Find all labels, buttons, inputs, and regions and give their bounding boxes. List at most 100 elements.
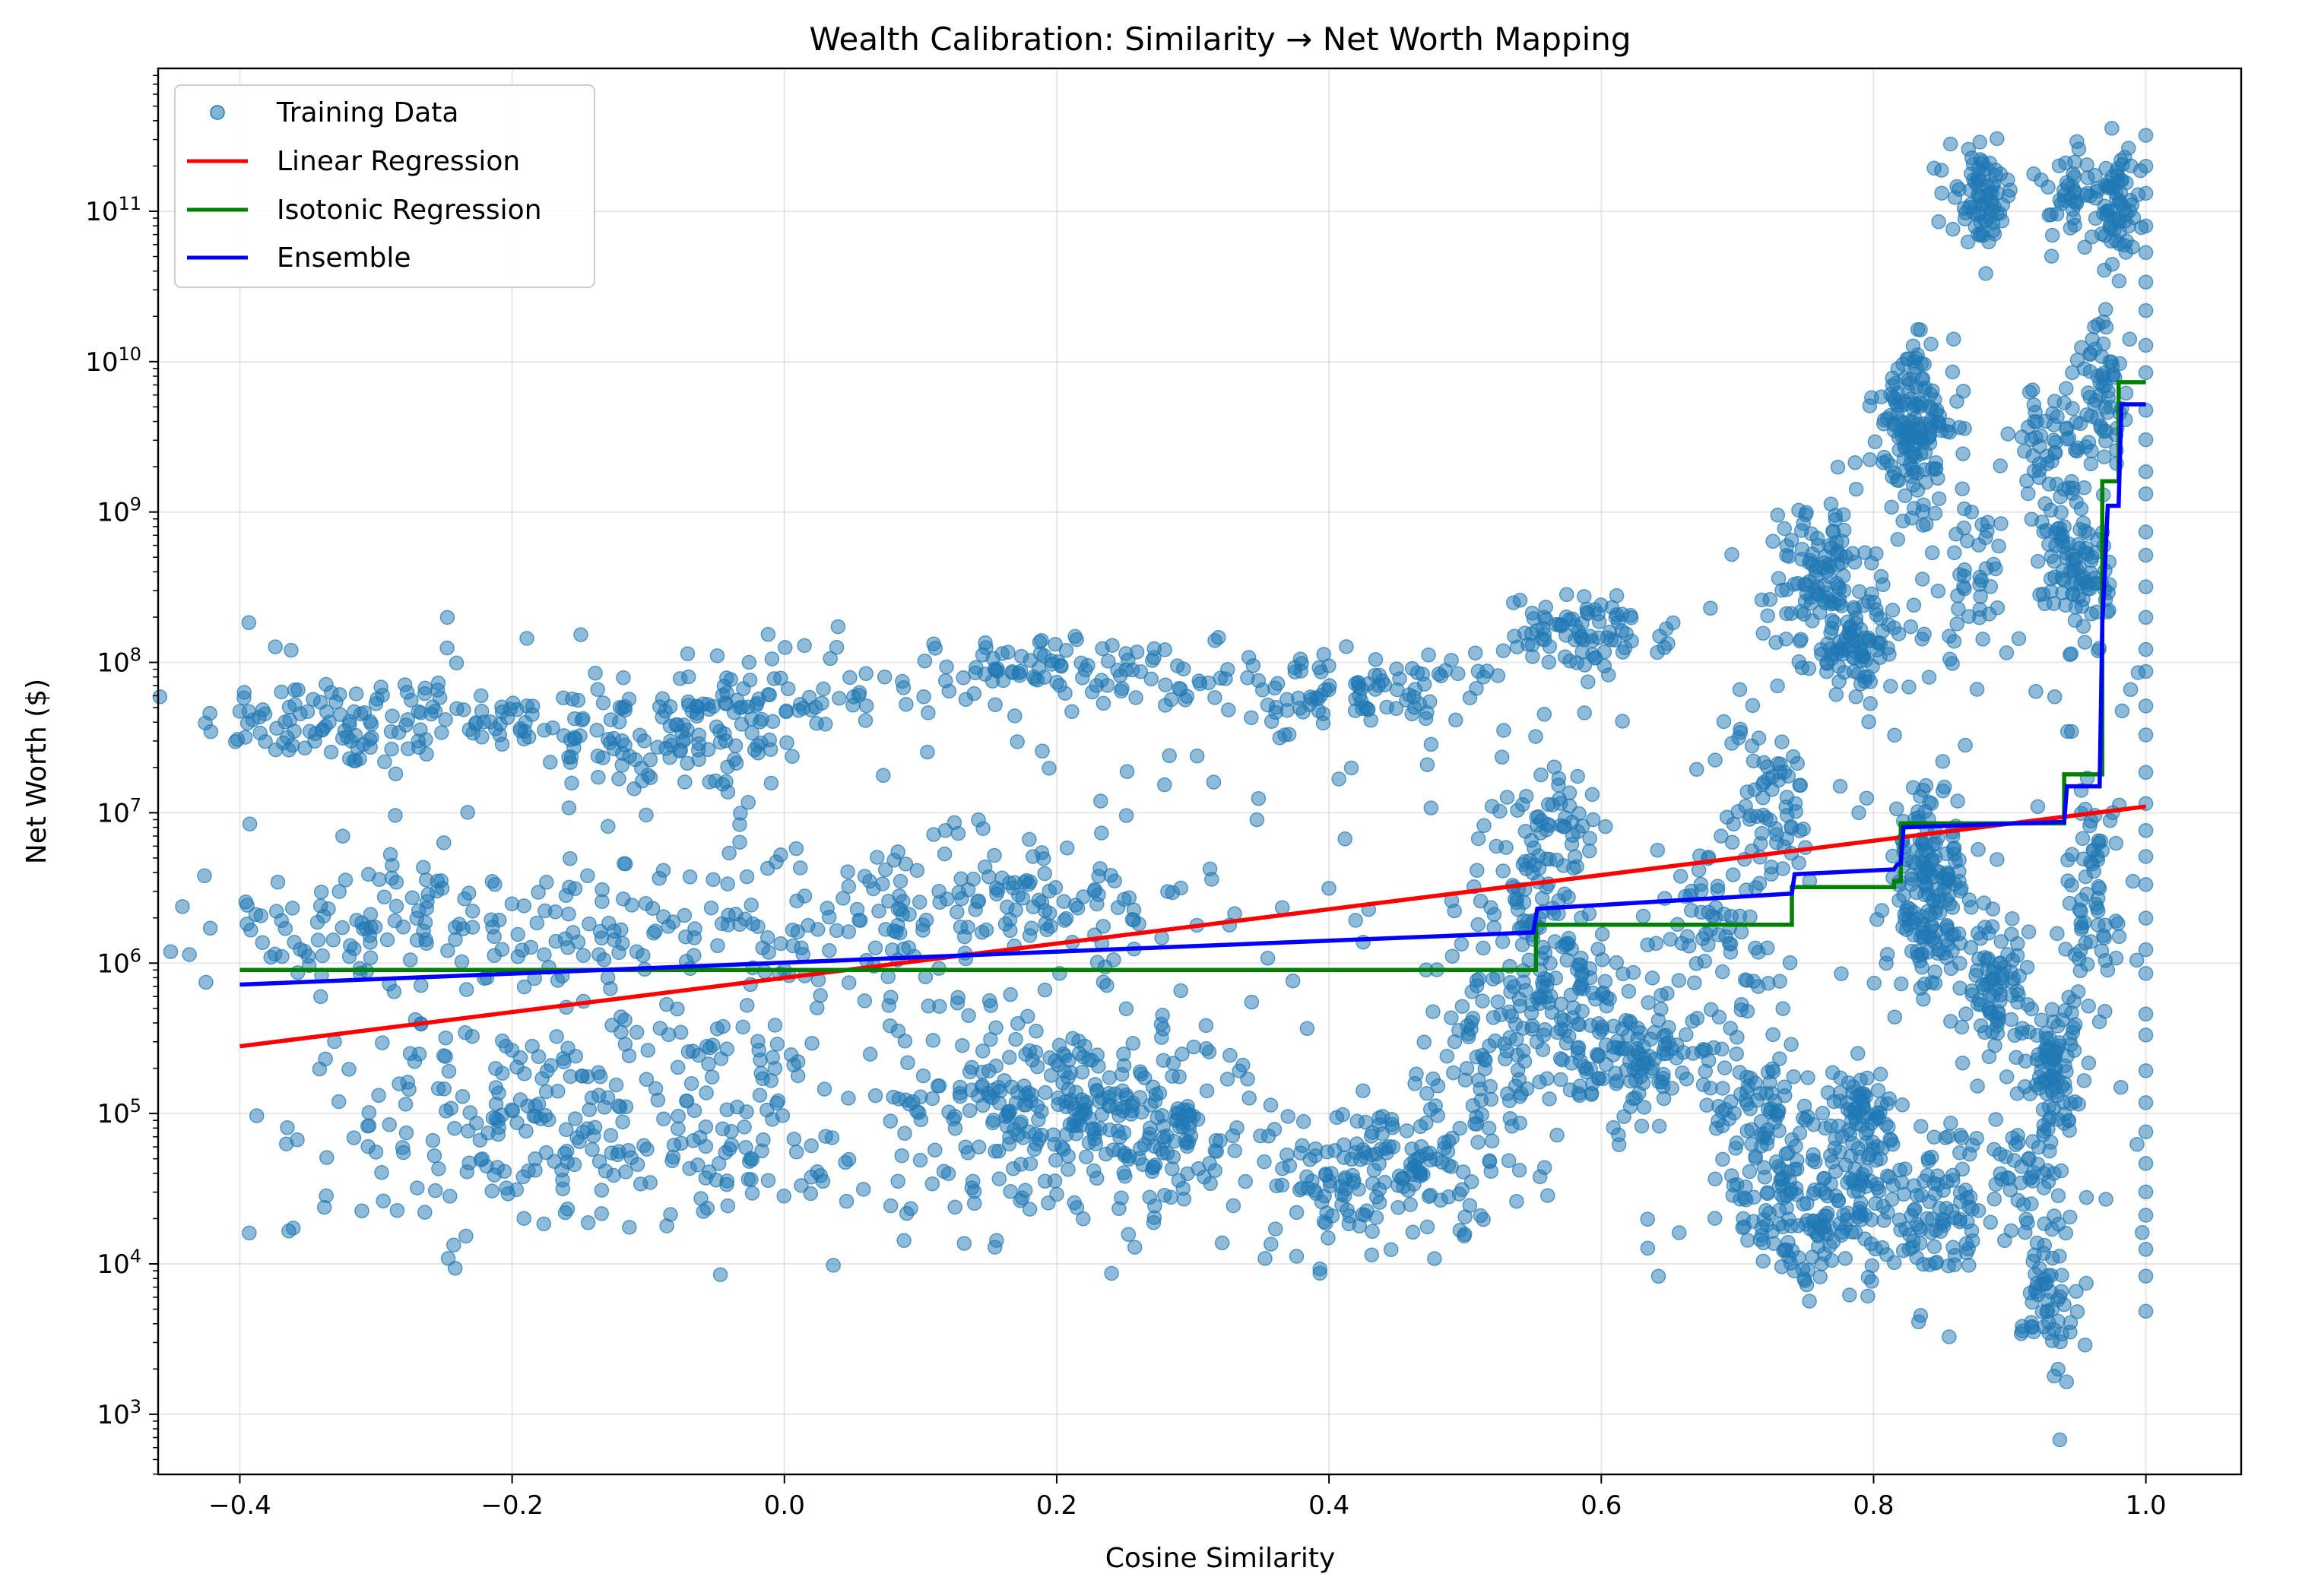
- training-point: [1415, 667, 1431, 682]
- training-point: [1879, 1168, 1895, 1184]
- training-point: [1793, 632, 1809, 647]
- training-point: [2081, 1055, 2097, 1071]
- training-point: [2010, 1135, 2026, 1151]
- training-point: [399, 685, 415, 700]
- training-point: [1315, 715, 1331, 731]
- training-point: [1724, 546, 1739, 562]
- training-point: [1368, 682, 1383, 697]
- training-point: [1840, 1175, 1855, 1191]
- training-point: [2030, 799, 2046, 815]
- training-point: [1089, 896, 1105, 912]
- training-point: [2138, 464, 2154, 480]
- training-point: [1951, 601, 1966, 616]
- training-point: [1172, 1069, 1187, 1085]
- training-point: [866, 881, 881, 897]
- training-point: [1474, 1047, 1490, 1063]
- training-point: [1564, 837, 1580, 852]
- training-point: [1885, 370, 1901, 386]
- training-point: [1260, 1129, 1276, 1144]
- training-point: [461, 1155, 477, 1170]
- training-point: [572, 728, 588, 743]
- training-point: [1977, 920, 1993, 935]
- training-point: [1509, 1193, 1524, 1209]
- training-point: [427, 704, 443, 719]
- training-point: [744, 1152, 760, 1167]
- training-point: [1579, 1065, 1594, 1080]
- training-point: [2072, 902, 2088, 917]
- training-point: [1611, 1127, 1626, 1143]
- training-point: [764, 651, 780, 667]
- training-point: [851, 688, 867, 703]
- training-point: [2097, 302, 2113, 317]
- training-point: [1558, 587, 1574, 603]
- training-point: [1039, 922, 1054, 938]
- training-point: [2100, 405, 2115, 420]
- training-point: [636, 1138, 652, 1154]
- training-point: [1908, 350, 1924, 366]
- training-point: [2071, 141, 2087, 157]
- training-point: [401, 741, 416, 756]
- legend-label-training: Training Data: [276, 97, 458, 128]
- training-point: [780, 681, 796, 697]
- training-point: [1781, 1249, 1796, 1265]
- training-point: [582, 916, 597, 932]
- training-point: [855, 1182, 871, 1197]
- training-point: [1022, 928, 1038, 943]
- training-point: [1490, 994, 1506, 1010]
- training-point: [740, 1171, 756, 1187]
- training-point: [485, 920, 500, 935]
- training-point: [395, 920, 411, 935]
- training-point: [258, 733, 273, 749]
- training-point: [918, 969, 934, 985]
- training-point: [1851, 805, 1866, 821]
- training-point: [1911, 430, 1926, 445]
- training-point: [1175, 1047, 1190, 1062]
- training-point: [1606, 1040, 1622, 1055]
- training-point: [2138, 1063, 2154, 1078]
- training-point: [1023, 1156, 1038, 1171]
- training-point: [1260, 697, 1276, 713]
- training-point: [2138, 579, 2154, 594]
- training-point: [446, 1237, 461, 1252]
- training-point: [1976, 895, 1992, 910]
- training-point: [1906, 1202, 1922, 1218]
- training-point: [713, 1051, 729, 1066]
- training-point: [1211, 629, 1226, 645]
- training-point: [1034, 632, 1049, 648]
- training-point: [2081, 999, 2096, 1014]
- training-point: [281, 699, 297, 715]
- training-point: [2044, 584, 2059, 599]
- training-point: [642, 752, 658, 768]
- training-point: [1001, 875, 1017, 891]
- training-point: [1557, 1023, 1573, 1038]
- training-point: [1945, 656, 1960, 671]
- training-point: [912, 1152, 928, 1168]
- training-point: [1514, 937, 1530, 952]
- training-point: [1822, 568, 1837, 584]
- training-point: [1779, 1188, 1794, 1203]
- training-point: [1348, 913, 1363, 928]
- training-point: [841, 1091, 856, 1106]
- training-point: [439, 640, 455, 656]
- training-point: [1742, 909, 1758, 925]
- training-point: [687, 921, 702, 936]
- training-point: [2072, 963, 2088, 979]
- training-point: [1885, 469, 1900, 485]
- training-point: [461, 885, 477, 901]
- training-point: [1358, 1114, 1373, 1130]
- training-point: [981, 1089, 997, 1104]
- training-point: [2028, 429, 2044, 445]
- training-point: [924, 1176, 940, 1192]
- training-point: [1926, 1129, 1942, 1145]
- training-point: [2104, 180, 2120, 195]
- training-point: [870, 850, 885, 865]
- training-point: [893, 873, 908, 889]
- training-point: [1504, 1009, 1520, 1024]
- training-point: [1630, 1057, 1646, 1072]
- training-point: [1993, 1146, 2008, 1162]
- training-point: [2067, 154, 2082, 170]
- training-point: [1222, 1047, 1238, 1063]
- training-point: [1364, 1247, 1380, 1262]
- training-point: [2066, 586, 2081, 601]
- training-point: [2091, 881, 2107, 896]
